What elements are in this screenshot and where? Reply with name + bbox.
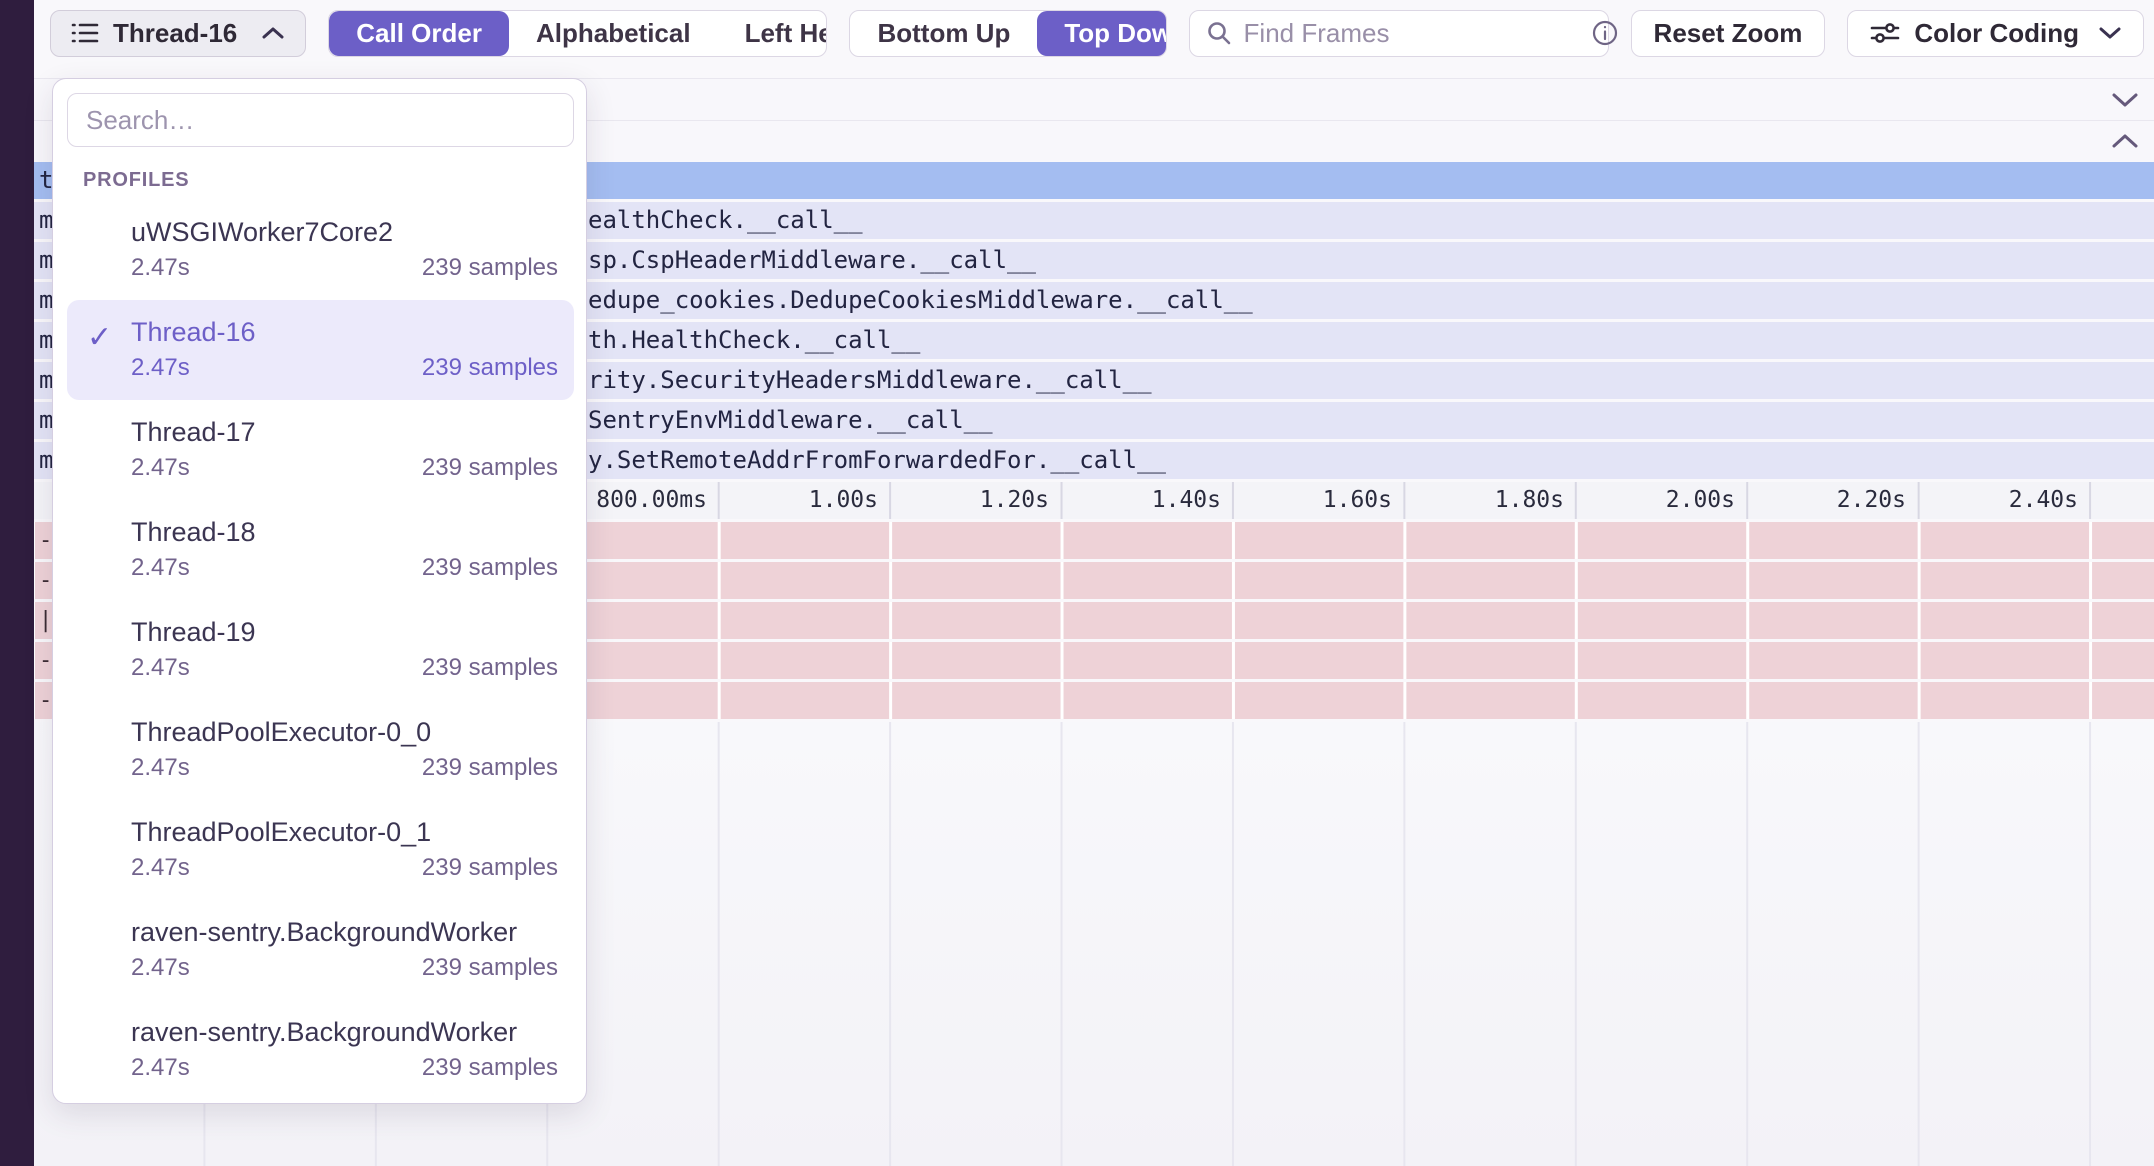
thread-dropdown: PROFILES uWSGIWorker7Core2 2.47s 239 sam… bbox=[52, 78, 587, 1104]
profile-duration: 2.47s bbox=[131, 954, 190, 981]
profile-name: raven-sentry.BackgroundWorker bbox=[131, 1017, 518, 1047]
profile-list: uWSGIWorker7Core2 2.47s 239 samples ✓ Th… bbox=[53, 200, 586, 1100]
frame-label-sliver: m bbox=[39, 286, 54, 314]
profile-name: ThreadPoolExecutor-0_0 bbox=[131, 717, 432, 747]
profile-item[interactable]: Thread-17 2.47s 239 samples bbox=[67, 400, 574, 500]
thread-selector-label: Thread-16 bbox=[113, 17, 238, 48]
chevron-down-icon bbox=[2099, 26, 2121, 40]
axis-tick-label: 1.80s bbox=[1494, 487, 1564, 513]
profile-name: uWSGIWorker7Core2 bbox=[131, 217, 394, 247]
profile-samples: 239 samples bbox=[421, 854, 558, 881]
chevron-down-icon[interactable] bbox=[2110, 91, 2140, 109]
profile-item[interactable]: uWSGIWorker7Core2 2.47s 239 samples bbox=[67, 200, 574, 300]
profile-item[interactable]: Thread-19 2.47s 239 samples bbox=[67, 600, 574, 700]
sort-tab-call-order[interactable]: Call Order bbox=[329, 10, 509, 56]
profile-samples: 239 samples bbox=[421, 754, 558, 781]
axis-tick-label: 1.00s bbox=[808, 487, 878, 513]
profiles-section-label: PROFILES bbox=[83, 169, 190, 191]
direction-tab-bottom-up[interactable]: Bottom Up bbox=[850, 11, 1037, 56]
profile-item[interactable]: ThreadPoolExecutor-0_0 2.47s 239 samples bbox=[67, 700, 574, 800]
dropdown-search-input[interactable] bbox=[67, 93, 574, 147]
direction-group: Bottom Up Top Down bbox=[849, 9, 1167, 57]
profile-duration: 2.47s bbox=[131, 754, 190, 781]
axis-tick-label: 1.60s bbox=[1322, 487, 1392, 513]
profile-name: Thread-17 bbox=[131, 417, 256, 447]
sort-tab-left-heavy[interactable]: Left Heavy bbox=[718, 11, 827, 56]
profile-item[interactable]: raven-sentry.BackgroundWorker 2.47s 239 … bbox=[67, 1000, 574, 1100]
profile-duration: 2.47s bbox=[131, 454, 190, 481]
check-icon: ✓ bbox=[87, 321, 113, 354]
axis-tick-label: 2.00s bbox=[1665, 487, 1735, 513]
axis-tick-label: 1.20s bbox=[979, 487, 1049, 513]
frame-label: th.HealthCheck.__call__ bbox=[588, 326, 921, 354]
frame-label: sp.CspHeaderMiddleware.__call__ bbox=[588, 246, 1036, 274]
direction-tab-top-down[interactable]: Top Down bbox=[1037, 10, 1166, 56]
chevron-up-icon[interactable] bbox=[2110, 132, 2140, 150]
find-frames-search bbox=[1188, 9, 1617, 57]
profile-samples: 239 samples bbox=[421, 254, 558, 281]
frame-label: y.SetRemoteAddrFromForwardedFor.__call__ bbox=[588, 446, 1166, 474]
profile-duration: 2.47s bbox=[131, 854, 190, 881]
search-icon bbox=[1206, 20, 1232, 46]
profile-samples: 239 samples bbox=[421, 354, 558, 381]
frame-label-sliver: - bbox=[39, 688, 53, 713]
profile-name: ThreadPoolExecutor-0_1 bbox=[131, 817, 432, 847]
frame-label-sliver: m bbox=[39, 366, 54, 394]
frame-label: rity.SecurityHeadersMiddleware.__call__ bbox=[588, 366, 1152, 394]
thread-selector-button[interactable]: Thread-16 bbox=[50, 9, 307, 57]
profile-item[interactable]: ThreadPoolExecutor-0_1 2.47s 239 samples bbox=[67, 800, 574, 900]
frame-label: edupe_cookies.DedupeCookiesMiddleware.__… bbox=[588, 286, 1253, 314]
profile-name: Thread-18 bbox=[131, 517, 256, 547]
frame-label-sliver: m bbox=[39, 326, 54, 354]
frame-label-sliver: - bbox=[39, 648, 53, 673]
profile-name: Thread-16 bbox=[131, 317, 256, 347]
frame-label-sliver: - bbox=[39, 528, 53, 553]
profile-item[interactable]: raven-sentry.BackgroundWorker 2.47s 239 … bbox=[67, 900, 574, 1000]
frame-label-sliver: m bbox=[39, 206, 54, 234]
frame-label-sliver: m bbox=[39, 246, 54, 274]
list-icon bbox=[71, 19, 99, 47]
profile-samples: 239 samples bbox=[421, 1054, 558, 1081]
profile-item[interactable]: ✓ Thread-16 2.47s 239 samples bbox=[67, 300, 574, 400]
frame-label-sliver: t bbox=[39, 166, 54, 194]
profile-duration: 2.47s bbox=[131, 1054, 190, 1081]
profile-duration: 2.47s bbox=[131, 654, 190, 681]
profile-samples: 239 samples bbox=[421, 954, 558, 981]
find-frames-input[interactable] bbox=[1243, 17, 1579, 49]
profile-duration: 2.47s bbox=[131, 354, 190, 381]
profile-samples: 239 samples bbox=[421, 654, 558, 681]
axis-tick-label: 2.20s bbox=[1836, 487, 1906, 513]
axis-tick-label: 2.40s bbox=[2008, 487, 2078, 513]
axis-tick-label: 800.00ms bbox=[596, 487, 707, 513]
profile-duration: 2.47s bbox=[131, 554, 190, 581]
app-sidebar-strip bbox=[0, 0, 34, 1166]
profile-item[interactable]: Thread-18 2.47s 239 samples bbox=[67, 500, 574, 600]
sort-tab-alphabetical[interactable]: Alphabetical bbox=[509, 11, 718, 56]
reset-zoom-button[interactable]: Reset Zoom bbox=[1630, 9, 1826, 57]
reset-zoom-label: Reset Zoom bbox=[1653, 17, 1803, 48]
profile-name: raven-sentry.BackgroundWorker bbox=[131, 917, 518, 947]
profile-name: Thread-19 bbox=[131, 617, 256, 647]
sliders-icon bbox=[1870, 19, 1900, 47]
profile-samples: 239 samples bbox=[421, 454, 558, 481]
color-coding-label: Color Coding bbox=[1914, 17, 2079, 48]
frame-label-sliver: m bbox=[39, 446, 54, 474]
frame-label: ealthCheck.__call__ bbox=[588, 206, 863, 234]
info-icon[interactable] bbox=[1591, 19, 1619, 47]
profile-duration: 2.47s bbox=[131, 254, 190, 281]
chevron-up-icon bbox=[261, 25, 285, 41]
frame-label-sliver: | bbox=[39, 608, 53, 633]
profile-samples: 239 samples bbox=[421, 554, 558, 581]
axis-tick-label: 1.40s bbox=[1151, 487, 1221, 513]
color-coding-button[interactable]: Color Coding bbox=[1847, 9, 2144, 57]
frame-label-sliver: - bbox=[39, 568, 53, 593]
sort-order-group: Call Order Alphabetical Left Heavy bbox=[328, 9, 828, 57]
toolbar: Thread-16 Call Order Alphabetical Left H… bbox=[34, 0, 2154, 78]
frame-label-sliver: m bbox=[39, 406, 54, 434]
frame-label: SentryEnvMiddleware.__call__ bbox=[588, 406, 993, 434]
